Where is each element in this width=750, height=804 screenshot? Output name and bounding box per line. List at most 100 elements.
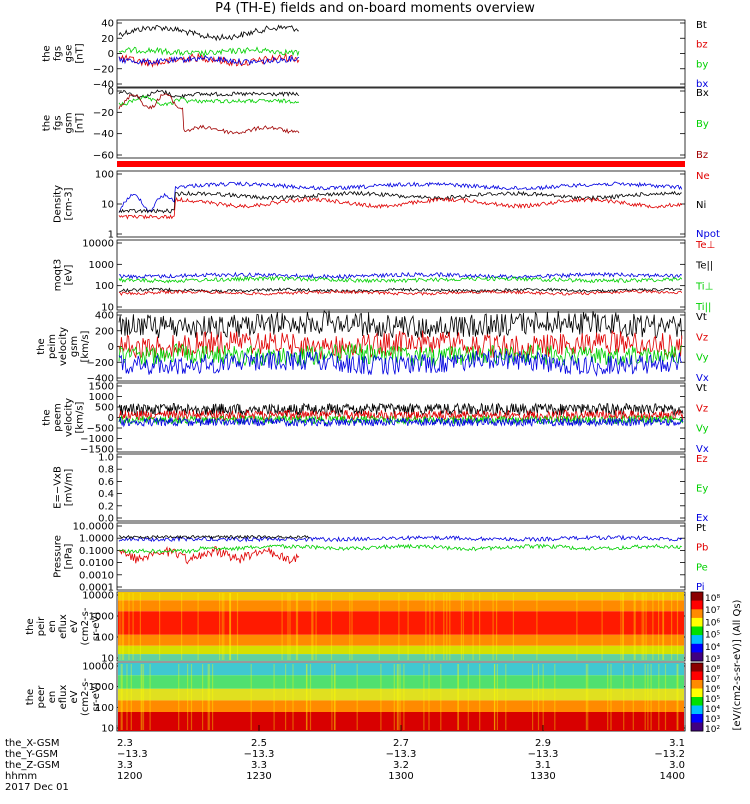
y-axis-label: the xyxy=(36,338,47,354)
colorbar-tick: 10³ xyxy=(705,715,720,725)
spectrogram-streak xyxy=(671,593,673,660)
y-axis-label: the xyxy=(25,618,36,634)
spectrogram-band xyxy=(118,634,684,646)
y-tick-label: 10 xyxy=(101,654,114,665)
y-tick-label: 1500 xyxy=(89,382,114,393)
x-tick-label-time: 1400 xyxy=(660,771,685,782)
y-tick-label: 0.4 xyxy=(98,489,114,500)
spectrogram-band xyxy=(118,600,684,612)
legend-Pe: Pe xyxy=(696,562,708,573)
legend-Ey: Ey xyxy=(696,484,708,495)
spectrogram-streak xyxy=(287,593,289,660)
spectrogram-streak xyxy=(496,664,498,730)
spectrogram-band xyxy=(118,654,684,661)
x-row-label: the_Y-GSM xyxy=(5,749,58,760)
y-tick-label: 100 xyxy=(95,633,114,644)
y-tick-label: 0.6 xyxy=(98,477,114,488)
colorbar-tick: 10⁴ xyxy=(705,705,720,715)
y-axis-label: peem xyxy=(53,403,64,431)
spectrogram-streak xyxy=(208,664,210,730)
legend-bx: bx xyxy=(696,79,708,90)
y-axis-label: en xyxy=(47,620,58,633)
spectrogram-streak xyxy=(393,664,395,730)
spectrogram-streak xyxy=(296,593,299,660)
x-tick-label-z: 3.1 xyxy=(535,760,551,771)
spectrogram-streak xyxy=(634,593,636,660)
spectrogram-streak xyxy=(126,664,128,730)
panel-frame xyxy=(116,87,686,159)
spectrogram-streak xyxy=(149,664,151,730)
x-tick-label-x: 2.7 xyxy=(393,738,409,749)
spectrogram-streak xyxy=(542,664,544,730)
legend-Ne: Ne xyxy=(696,171,710,182)
spectrogram-streak xyxy=(181,593,183,660)
x-tick-label-y: −13.2 xyxy=(654,749,685,760)
y-tick-label: 1000 xyxy=(89,260,114,271)
colorbar-tick: 10² xyxy=(705,725,720,735)
spectrogram-streak xyxy=(643,593,645,660)
y-tick-label: 1.0000 xyxy=(79,534,114,545)
ion-colorbar: 10⁸ 10⁷ 10⁶ 10⁵ 10⁴ 10³ xyxy=(690,591,720,665)
spectrogram-streak xyxy=(295,593,298,660)
spectrogram-streak xyxy=(121,593,123,660)
series-Ni xyxy=(118,190,682,214)
colorbar-segment xyxy=(691,617,703,627)
spectrogram-streak xyxy=(537,664,540,730)
spectrogram-streak xyxy=(292,664,294,730)
spectrogram-streak xyxy=(607,664,609,730)
y-tick-label: 100 xyxy=(95,703,114,714)
y-tick-label: −20 xyxy=(93,64,114,75)
legend-Bz: Bz xyxy=(696,150,708,161)
electron-spectrogram xyxy=(118,663,684,731)
series-Pb xyxy=(118,546,300,565)
y-tick-label: 0 xyxy=(108,49,114,60)
legend-Npot: Npot xyxy=(696,229,720,240)
legend-Vy: Vy xyxy=(696,424,709,435)
colorbar-tick: 10⁷ xyxy=(705,675,720,685)
legend-Vz: Vz xyxy=(696,332,708,343)
spectrogram-streak xyxy=(311,593,313,660)
spectrogram-streak xyxy=(494,664,496,730)
colorbar-segment xyxy=(691,643,703,653)
x-row-label: the_X-GSM xyxy=(5,738,59,749)
spectrogram-streak xyxy=(285,664,287,730)
spectrogram-streak xyxy=(159,593,161,660)
series-Pt xyxy=(118,534,310,540)
spectrogram-streak xyxy=(610,664,612,730)
spectrogram-streak xyxy=(512,593,514,660)
series-Bz xyxy=(118,93,300,135)
y-axis-label: en xyxy=(47,691,58,704)
legend-Vz: Vz xyxy=(696,403,708,414)
spectrogram-streak xyxy=(472,593,474,660)
y-tick-label: −1000 xyxy=(80,434,114,445)
y-axis-label: the xyxy=(42,45,53,61)
spectrogram-streak xyxy=(440,664,442,730)
colorbar-segment xyxy=(691,635,703,645)
legend-Ti⊥: Ti⊥ xyxy=(695,281,713,292)
y-tick-label: 500 xyxy=(95,403,114,414)
y-tick-label: 10000 xyxy=(82,591,114,602)
spectrogram-streak xyxy=(236,593,239,660)
spectrogram-streak xyxy=(644,664,646,730)
y-tick-label: 1000 xyxy=(89,682,114,693)
spectrogram-streak xyxy=(652,593,654,660)
x-row-label: the_Z-GSM xyxy=(5,760,60,771)
spectrogram-streak xyxy=(505,664,507,730)
y-tick-label: −40 xyxy=(93,80,114,91)
colorbar-tick: 10³ xyxy=(705,655,720,665)
panel-frame xyxy=(116,19,686,88)
quality-flag-bar xyxy=(117,161,685,167)
colorbar-tick: 10⁶ xyxy=(705,685,720,695)
y-tick-label: 0 xyxy=(108,342,114,353)
y-tick-label: 0.1000 xyxy=(79,546,114,557)
spectrogram-streak xyxy=(425,593,427,660)
y-axis-label: eV xyxy=(69,690,80,703)
colorbar-tick: 10⁵ xyxy=(705,695,720,705)
colorbar-segment xyxy=(691,600,703,610)
series-Ti-par xyxy=(118,271,683,280)
series-Vz-e xyxy=(118,408,684,422)
spectrogram-streak xyxy=(658,593,660,660)
spectrogram-streak xyxy=(139,593,141,660)
y-axis-label: sr-eV) xyxy=(91,612,102,641)
y-axis-label: the xyxy=(42,115,53,131)
